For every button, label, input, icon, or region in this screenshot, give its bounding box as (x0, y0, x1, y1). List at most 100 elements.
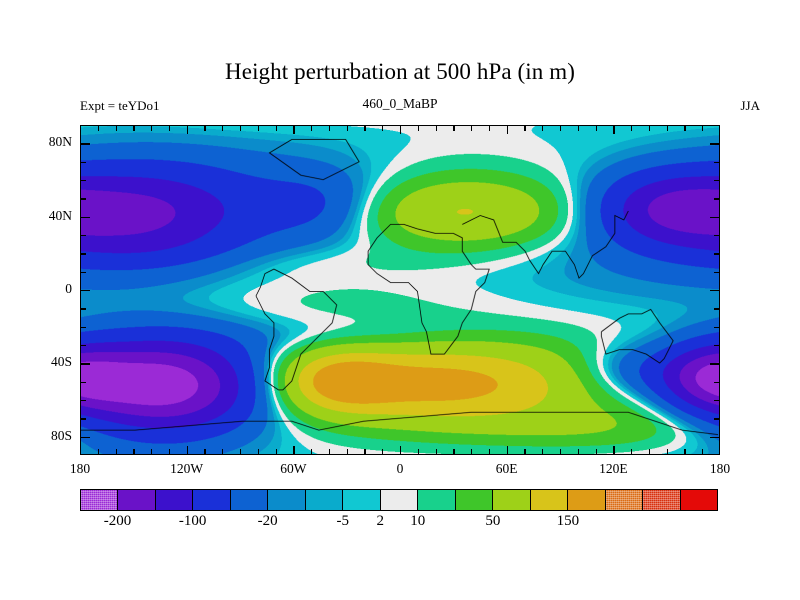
x-axis-tick-label: 120E (599, 461, 628, 476)
x-tick-top (506, 125, 508, 134)
x-tick-top (97, 125, 99, 131)
y-tick (80, 235, 86, 237)
y-tick-right (714, 198, 720, 200)
y-tick (80, 198, 86, 200)
y-tick (80, 436, 90, 438)
x-tick (488, 449, 491, 455)
x-tick (115, 449, 117, 455)
y-tick-right (714, 235, 720, 237)
x-tick-top (240, 125, 242, 131)
x-tick (560, 449, 562, 455)
x-tick (204, 449, 206, 455)
y-tick (80, 400, 86, 402)
experiment-label: Expt = teYDo1 (80, 98, 160, 113)
y-tick (80, 308, 86, 310)
colorbar-segment (155, 490, 194, 510)
x-tick (346, 449, 348, 455)
colorbar-segment (680, 490, 717, 510)
colorbar-segment (493, 490, 531, 510)
x-tick (595, 449, 597, 455)
colorbar-segment (643, 490, 681, 510)
x-tick (524, 449, 526, 455)
y-tick (80, 180, 86, 182)
x-tick (364, 449, 366, 455)
colorbar (80, 489, 718, 511)
page-title: Height perturbation at 500 hPa (in m) (225, 59, 575, 84)
y-tick (80, 381, 86, 383)
x-tick-top (364, 125, 366, 131)
colorbar-segment (268, 490, 306, 510)
colorbar-tick-label: -5 (336, 513, 349, 529)
x-tick-top (666, 125, 668, 131)
x-tick (506, 446, 508, 455)
x-tick-top (648, 125, 651, 131)
x-axis-tick-label: 180 (709, 461, 731, 476)
x-tick (453, 449, 455, 455)
y-tick (80, 290, 90, 292)
y-tick-right (714, 253, 720, 255)
colorbar-segment (81, 490, 119, 510)
colorbar-tick-label: 50 (485, 513, 501, 529)
y-tick-right (714, 180, 720, 182)
colorbar-tick-label: 150 (556, 513, 580, 529)
y-axis-labels: 80N 40N 0 40S 80S (20, 0, 72, 600)
map-plot-area (80, 125, 720, 455)
colorbar-tick-label: 2 (376, 513, 384, 529)
x-tick-top (577, 125, 579, 131)
x-tick (222, 449, 224, 455)
colorbar-tick-label: -20 (257, 513, 278, 529)
x-tick-top (400, 125, 402, 134)
y-tick-right (710, 216, 720, 218)
colorbar-tick-label: -100 (178, 513, 207, 529)
x-tick (542, 449, 544, 455)
y-tick (80, 143, 90, 145)
x-tick-top (151, 125, 153, 131)
x-tick (435, 449, 437, 455)
y-tick (80, 418, 86, 420)
colorbar-segment (605, 490, 644, 510)
x-tick-top (204, 125, 206, 131)
y-tick-right (714, 400, 720, 402)
y-tick (80, 216, 90, 218)
x-tick (168, 449, 171, 455)
x-tick (400, 446, 402, 455)
x-tick (257, 449, 259, 455)
colorbar-tick-label: -200 (103, 513, 132, 529)
y-tick-right (714, 418, 720, 420)
colorbar-segment (530, 490, 569, 510)
y-tick-right (710, 436, 720, 438)
run-label: 460_0_MaBP (362, 96, 438, 111)
x-tick (311, 449, 313, 455)
y-tick-right (710, 143, 720, 145)
x-tick (648, 449, 651, 455)
x-axis-tick-label: 60W (280, 461, 307, 476)
y-tick-right (714, 345, 720, 347)
x-tick-top (488, 125, 491, 131)
x-tick-top (417, 125, 419, 131)
colorbar-tick-label: 10 (410, 513, 426, 529)
x-tick-top (257, 125, 259, 131)
x-tick-top (542, 125, 544, 131)
x-tick-top (613, 125, 615, 134)
x-tick (186, 446, 188, 455)
y-tick-right (714, 326, 720, 328)
colorbar-segment (418, 490, 456, 510)
x-tick-top (631, 125, 633, 131)
x-tick (417, 449, 419, 455)
y-tick (80, 345, 86, 347)
x-tick (151, 449, 153, 455)
x-tick-top (186, 125, 188, 134)
x-axis-tick-label: 120W (170, 461, 204, 476)
x-tick-top (311, 125, 313, 131)
x-tick-top (275, 125, 277, 131)
x-tick-top (328, 125, 331, 131)
colorbar-segment (305, 490, 344, 510)
colorbar-segment (568, 490, 606, 510)
x-tick (293, 446, 295, 455)
x-tick-top (168, 125, 171, 131)
x-tick-top (560, 125, 562, 131)
x-tick-top (684, 125, 686, 131)
x-tick (702, 449, 704, 455)
colorbar-segments (80, 489, 718, 511)
x-tick (382, 449, 384, 455)
